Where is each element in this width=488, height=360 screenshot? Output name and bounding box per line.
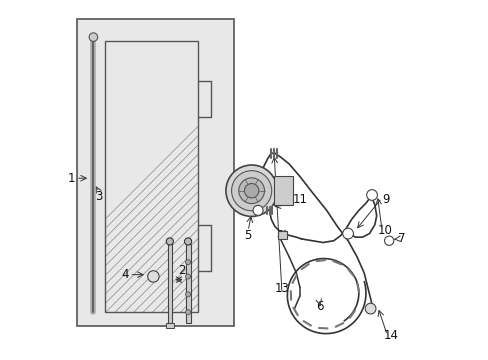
Text: 1: 1 xyxy=(67,172,75,185)
Text: 8: 8 xyxy=(276,229,284,242)
Text: 9: 9 xyxy=(381,193,388,206)
Circle shape xyxy=(185,310,190,315)
Bar xyxy=(167,244,172,323)
Circle shape xyxy=(185,292,190,297)
Text: 4: 4 xyxy=(121,268,128,281)
Text: 2: 2 xyxy=(178,264,185,277)
Text: 7: 7 xyxy=(397,233,405,246)
Bar xyxy=(105,41,198,312)
Text: 6: 6 xyxy=(315,300,323,313)
Circle shape xyxy=(185,260,190,265)
Circle shape xyxy=(384,236,393,246)
Circle shape xyxy=(89,33,98,41)
Text: 11: 11 xyxy=(292,193,307,206)
Circle shape xyxy=(147,271,159,282)
Circle shape xyxy=(253,205,263,215)
Circle shape xyxy=(185,274,190,279)
Bar xyxy=(165,323,174,328)
Text: 13: 13 xyxy=(274,283,289,296)
Bar xyxy=(185,244,190,323)
Text: 3: 3 xyxy=(95,190,102,203)
Bar xyxy=(77,19,233,327)
Circle shape xyxy=(184,238,191,245)
Bar xyxy=(278,231,286,239)
Circle shape xyxy=(366,190,377,201)
Text: 14: 14 xyxy=(383,329,398,342)
Text: 12: 12 xyxy=(249,197,264,210)
Text: 5: 5 xyxy=(244,229,251,242)
Circle shape xyxy=(166,238,173,245)
Circle shape xyxy=(225,165,277,216)
Circle shape xyxy=(342,228,353,239)
Circle shape xyxy=(244,184,258,198)
Circle shape xyxy=(238,178,264,203)
Bar xyxy=(273,176,293,205)
Circle shape xyxy=(231,171,271,211)
Circle shape xyxy=(365,303,375,314)
Text: 10: 10 xyxy=(377,224,392,237)
